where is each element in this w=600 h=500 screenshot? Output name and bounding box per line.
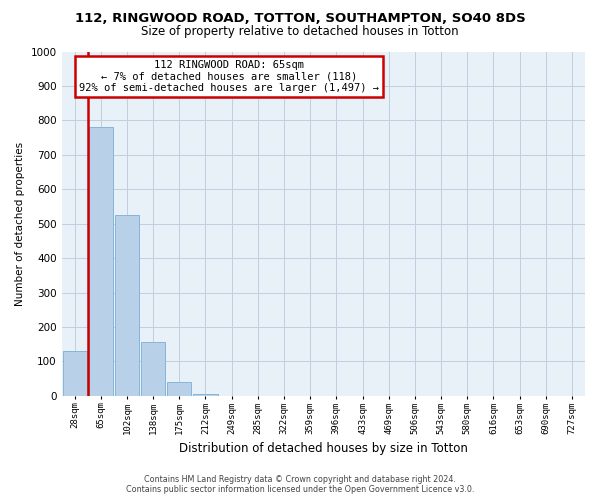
Text: Size of property relative to detached houses in Totton: Size of property relative to detached ho…	[141, 25, 459, 38]
Bar	[193, 394, 218, 396]
Text: 112 RINGWOOD ROAD: 65sqm
← 7% of detached houses are smaller (118)
92% of semi-d: 112 RINGWOOD ROAD: 65sqm ← 7% of detache…	[79, 60, 379, 94]
Text: Contains HM Land Registry data © Crown copyright and database right 2024.
Contai: Contains HM Land Registry data © Crown c…	[126, 474, 474, 494]
Y-axis label: Number of detached properties: Number of detached properties	[15, 142, 25, 306]
X-axis label: Distribution of detached houses by size in Totton: Distribution of detached houses by size …	[179, 442, 468, 455]
Bar	[115, 215, 139, 396]
Bar	[141, 342, 165, 396]
Bar	[89, 128, 113, 396]
Bar	[62, 351, 86, 396]
Bar	[167, 382, 191, 396]
Text: 112, RINGWOOD ROAD, TOTTON, SOUTHAMPTON, SO40 8DS: 112, RINGWOOD ROAD, TOTTON, SOUTHAMPTON,…	[74, 12, 526, 26]
